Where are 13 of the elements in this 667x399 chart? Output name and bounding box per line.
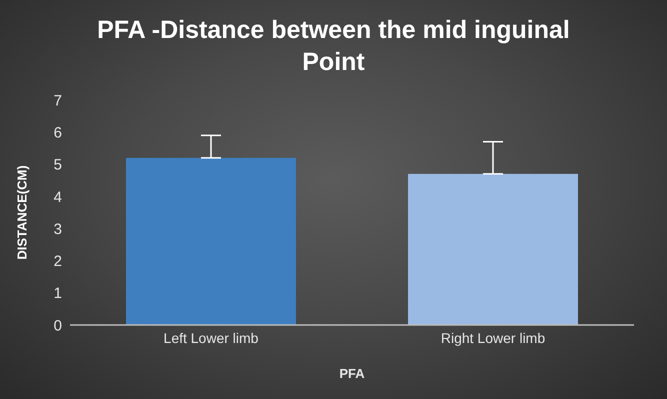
y-tick-label: 3 <box>54 220 62 238</box>
y-tick-label: 4 <box>54 188 62 206</box>
y-tick-label: 0 <box>54 317 62 334</box>
chart-title: PFA -Distance between the mid inguinal Point <box>96 15 571 78</box>
y-tick-label: 7 <box>54 92 62 110</box>
x-axis-title: PFA <box>339 366 366 381</box>
x-tick-label: Right Lower limb <box>440 330 546 346</box>
y-axis-title: DISTANCE(CM) <box>14 165 30 260</box>
y-tick-label: 5 <box>54 156 62 174</box>
y-tick-label: 6 <box>54 124 62 142</box>
y-tick-label: 1 <box>54 285 62 302</box>
x-tick-label: Left Lower limb <box>164 330 259 346</box>
y-tick-label: 2 <box>54 253 62 270</box>
